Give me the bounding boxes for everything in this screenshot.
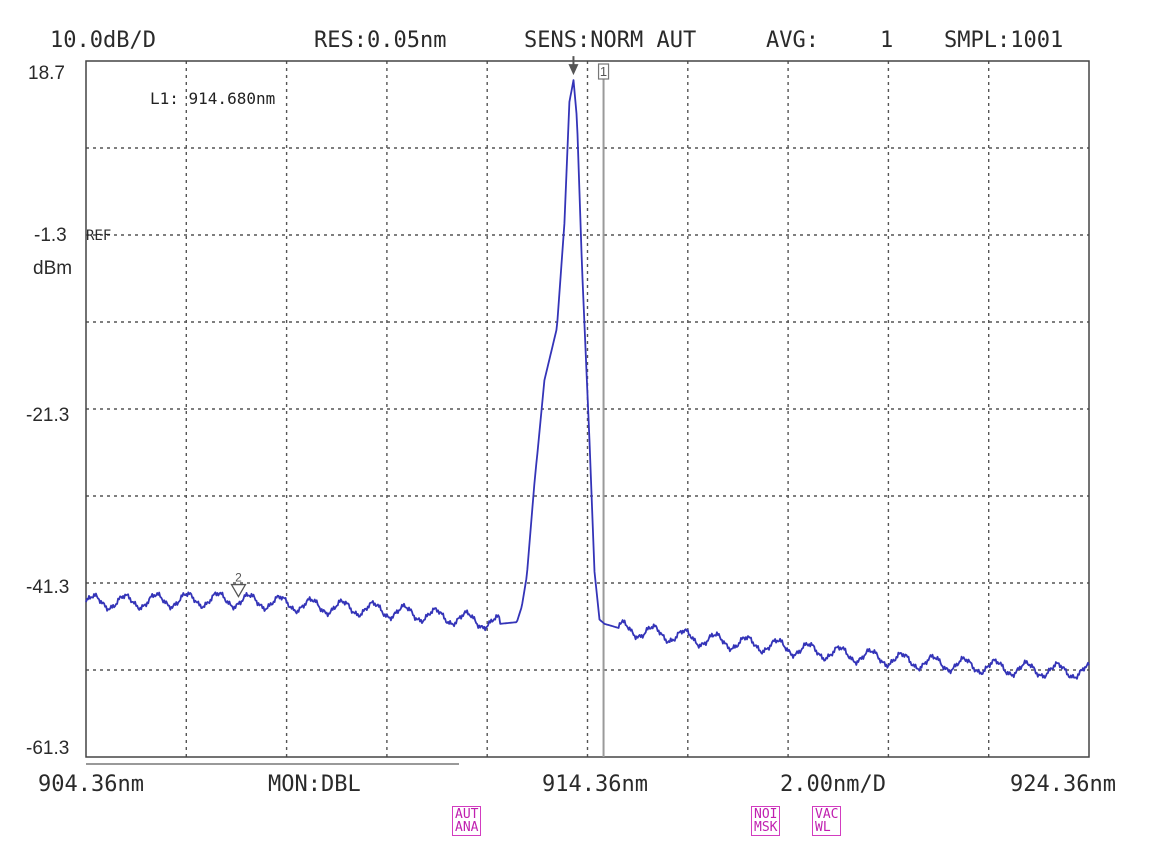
trace-marker-number: 2 (235, 571, 242, 585)
average-label: AVG: (766, 28, 819, 53)
y-tick-label: -61.3 (26, 738, 70, 759)
y-tick-label: -21.3 (26, 405, 70, 426)
y-unit-label: dBm (33, 258, 73, 279)
start-wavelength: 904.36nm (38, 772, 144, 797)
auto-analysis-badge: AUT ANA (452, 806, 482, 836)
peak-marker-icon (568, 56, 579, 76)
wavelength-marker-tag: 1 (597, 63, 610, 80)
grid (86, 61, 1089, 757)
y-tick-label: -41.3 (26, 577, 70, 598)
badge-line: WL (815, 820, 831, 835)
plot-frame (85, 60, 1090, 758)
badge-line: ANA (455, 820, 479, 835)
spectrum-trace (85, 79, 1090, 680)
wavelength-marker-number: 1 (600, 64, 607, 79)
badge-line: NOI (754, 807, 778, 822)
sampling-readout: SMPL:1001 (944, 28, 1064, 53)
badge-line: VAC (815, 807, 839, 822)
marker-wavelength-readout: L1: 914.680nm (150, 89, 275, 108)
trace-marker-2: 2 (230, 571, 247, 598)
monitor-mode: MON:DBL (268, 772, 361, 797)
sensitivity-readout: SENS:NORM AUT (524, 28, 697, 53)
resolution-readout: RES:0.05nm (314, 28, 447, 53)
vacuum-wavelength-badge: VAC WL (812, 806, 842, 836)
noise-mask-badge: NOI MSK (751, 806, 781, 836)
scale-per-division: 10.0dB/D (50, 28, 156, 53)
span-per-division: 2.00nm/D (780, 772, 886, 797)
center-wavelength: 914.36nm (542, 772, 648, 797)
y-tick-label: 18.7 (28, 63, 65, 84)
ref-label: REF (86, 228, 112, 244)
y-tick-label: -1.3 (34, 225, 67, 246)
badge-line: AUT (455, 807, 479, 822)
stop-wavelength: 924.36nm (1010, 772, 1116, 797)
average-value: 1 (880, 28, 894, 53)
down-arrow-icon (230, 583, 247, 598)
badge-line: MSK (754, 820, 778, 835)
